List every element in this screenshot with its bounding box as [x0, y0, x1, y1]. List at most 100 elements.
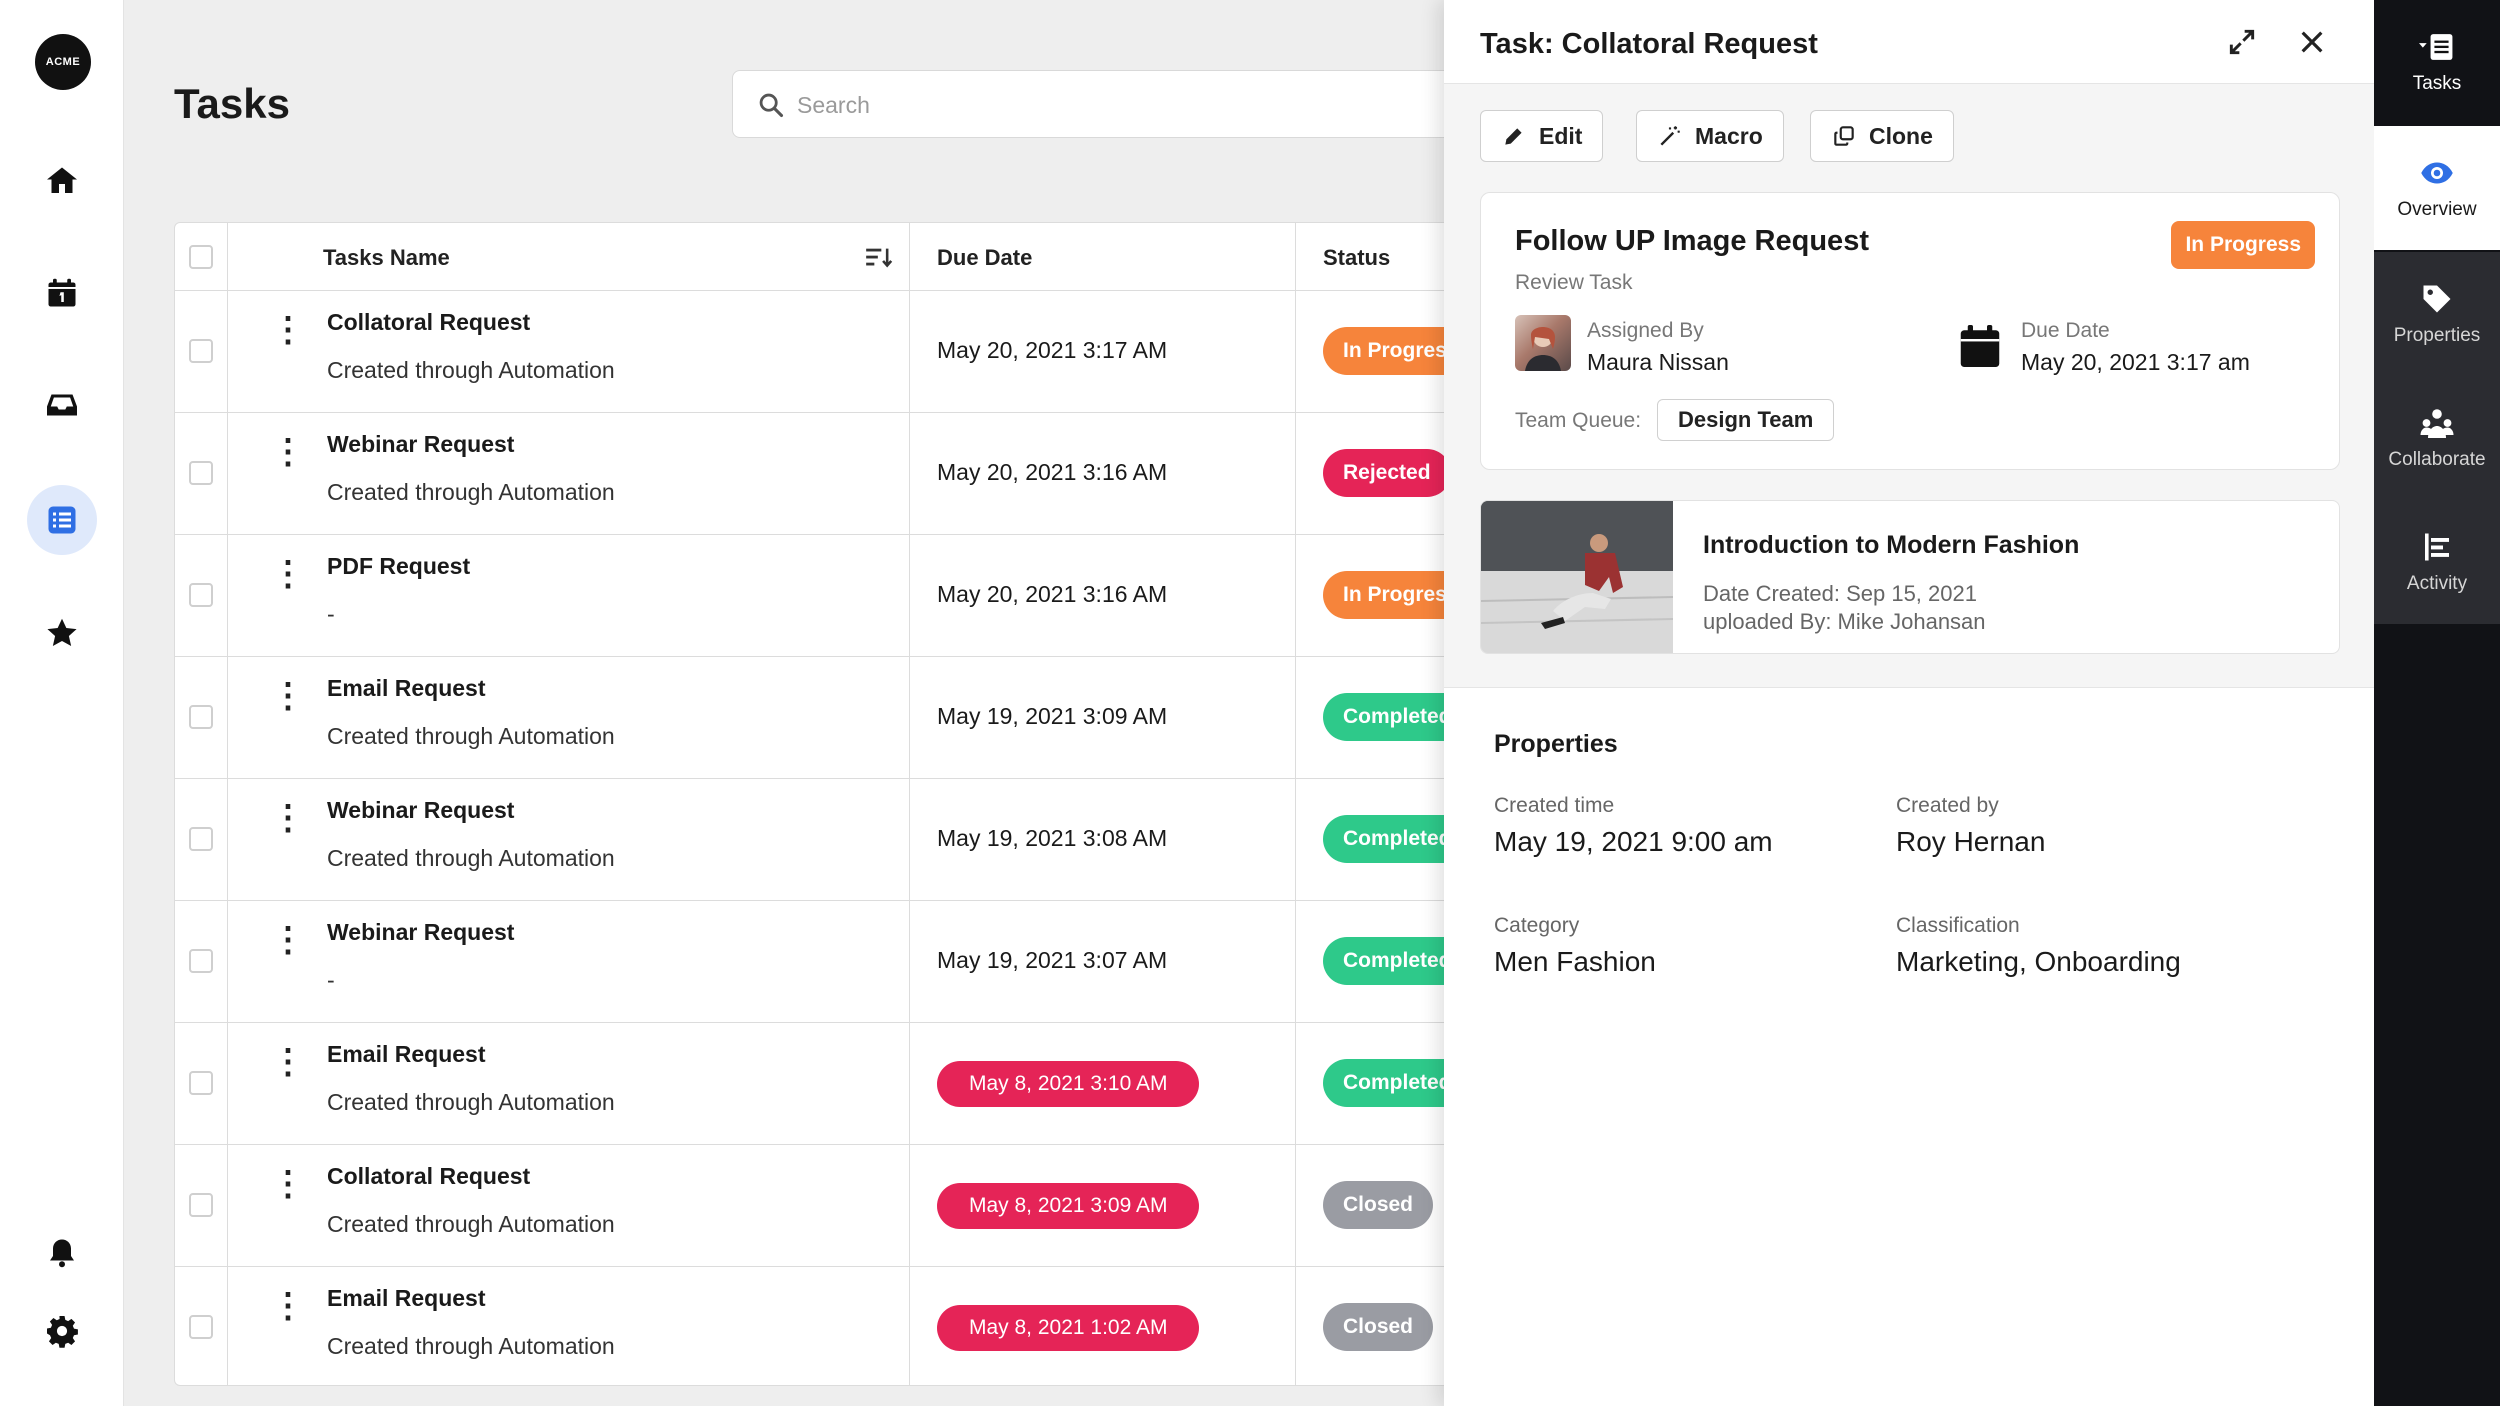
task-name[interactable]: Webinar Request: [327, 919, 515, 945]
task-name[interactable]: Email Request: [327, 675, 486, 701]
created-by-label: Created by: [1896, 794, 1999, 817]
task-name[interactable]: Email Request: [327, 1285, 486, 1311]
column-header-name[interactable]: Tasks Name: [323, 245, 450, 270]
kebab-menu-icon[interactable]: ⋮: [271, 555, 305, 593]
kebab-menu-icon[interactable]: ⋮: [271, 1287, 305, 1325]
row-checkbox[interactable]: [189, 949, 213, 973]
sort-icon[interactable]: [865, 245, 893, 271]
kebab-menu-icon[interactable]: ⋮: [271, 311, 305, 349]
due-date-value: May 20, 2021 3:17 am: [2021, 349, 2250, 375]
due-date: May 20, 2021 3:16 AM: [937, 581, 1168, 607]
table-row[interactable]: ⋮ Webinar Request Created through Automati…: [175, 779, 1473, 901]
calendar-icon[interactable]: [27, 258, 97, 328]
table-row[interactable]: ⋮ Webinar Request - May 19, 2021 3:07 AM Com…: [175, 901, 1473, 1023]
task-summary-card: Follow UP Image Request Review Task In P…: [1480, 192, 2340, 470]
search-input[interactable]: [797, 85, 1397, 125]
table-row[interactable]: ⋮ Collatoral Request Created through Autom…: [175, 1145, 1473, 1267]
rail-collaborate-label: Collaborate: [2388, 449, 2486, 470]
row-checkbox[interactable]: [189, 827, 213, 851]
task-name[interactable]: PDF Request: [327, 553, 471, 579]
right-rail: Tasks Overview Properties Collaborate Ac…: [2374, 0, 2500, 1406]
gear-icon[interactable]: [27, 1296, 97, 1366]
task-type: Review Task: [1515, 271, 1633, 294]
acme-logo[interactable]: ACME: [35, 34, 91, 90]
task-name[interactable]: Collatoral Request: [327, 1163, 531, 1189]
rail-tasks-label: Tasks: [2412, 73, 2462, 94]
asset-uploaded-by: uploaded By: Mike Johansan: [1703, 609, 1986, 634]
status-badge: In Progress: [2171, 221, 2315, 269]
due-date: May 19, 2021 3:08 AM: [937, 825, 1168, 851]
row-checkbox[interactable]: [189, 1071, 213, 1095]
rail-activity[interactable]: Activity: [2374, 500, 2500, 624]
kebab-menu-icon[interactable]: ⋮: [271, 1043, 305, 1081]
status-badge: Closed: [1323, 1181, 1434, 1229]
overdue-date-badge: May 8, 2021 1:02 AM: [937, 1305, 1200, 1351]
rail-properties[interactable]: Properties: [2374, 252, 2500, 376]
calendar-icon: [1960, 325, 2000, 367]
task-overview-section: Edit Macro Clone Follow UP Image Request…: [1444, 84, 2374, 688]
table-row[interactable]: ⋮ Email Request Created through Automation…: [175, 1023, 1473, 1145]
home-icon[interactable]: [27, 146, 97, 216]
magic-wand-icon: [1660, 126, 1680, 146]
task-source: Created through Automation: [327, 1089, 615, 1115]
page-title: Tasks: [174, 80, 290, 127]
table-row[interactable]: ⋮ Collatoral Request Created through Autom…: [175, 291, 1473, 413]
category-label: Category: [1494, 914, 1580, 937]
table-row[interactable]: ⋮ Webinar Request Created through Automati…: [175, 413, 1473, 535]
kebab-menu-icon[interactable]: ⋮: [271, 799, 305, 837]
task-name[interactable]: Collatoral Request: [327, 309, 531, 335]
status-badge: In Progress: [1323, 327, 1473, 375]
task-source: Created through Automation: [327, 357, 615, 383]
row-checkbox[interactable]: [189, 583, 213, 607]
classification-label: Classification: [1896, 914, 2020, 937]
search-box[interactable]: [732, 70, 1452, 138]
team-queue-chip[interactable]: Design Team: [1657, 399, 1835, 441]
task-name[interactable]: Webinar Request: [327, 431, 515, 457]
task-name[interactable]: Email Request: [327, 1041, 486, 1067]
table-row[interactable]: ⋮ Email Request Created through Automation…: [175, 1267, 1473, 1385]
expand-icon[interactable]: [2226, 26, 2258, 58]
task-source: Created through Automation: [327, 1211, 615, 1237]
rail-overview-label: Overview: [2397, 199, 2477, 220]
due-date: May 19, 2021 3:07 AM: [937, 947, 1168, 973]
clone-button[interactable]: Clone: [1810, 110, 1954, 162]
rail-overview[interactable]: Overview: [2374, 126, 2500, 250]
task-detail-panel: Task: Collatoral Request Edit Macro Clon…: [1444, 0, 2374, 1406]
table-row[interactable]: ⋮ PDF Request - May 20, 2021 3:16 AM In Prog…: [175, 535, 1473, 657]
tasks-table: Tasks Name Due Date Status ⋮ Collatoral R…: [174, 222, 1474, 1386]
kebab-menu-icon[interactable]: ⋮: [271, 433, 305, 471]
created-time-label: Created time: [1494, 794, 1615, 817]
row-checkbox[interactable]: [189, 461, 213, 485]
edit-button[interactable]: Edit: [1480, 110, 1604, 162]
macro-button-label: Macro: [1695, 122, 1763, 149]
task-source: -: [327, 601, 335, 627]
close-icon[interactable]: [2296, 26, 2328, 58]
column-header-due-date[interactable]: Due Date: [937, 245, 1033, 270]
status-badge: Closed: [1323, 1303, 1434, 1351]
task-name[interactable]: Webinar Request: [327, 797, 515, 823]
rail-tasks[interactable]: Tasks: [2374, 0, 2500, 124]
clone-icon: [1834, 126, 1854, 146]
kebab-menu-icon[interactable]: ⋮: [271, 677, 305, 715]
table-row[interactable]: ⋮ Email Request Created through Automation…: [175, 657, 1473, 779]
kebab-menu-icon[interactable]: ⋮: [271, 921, 305, 959]
asset-date-created: Date Created: Sep 15, 2021: [1703, 581, 1977, 606]
row-checkbox[interactable]: [189, 1193, 213, 1217]
macro-button[interactable]: Macro: [1636, 110, 1784, 162]
select-all-checkbox[interactable]: [189, 245, 213, 269]
star-icon[interactable]: [27, 598, 97, 668]
kebab-menu-icon[interactable]: ⋮: [271, 1165, 305, 1203]
properties-title: Properties: [1494, 730, 1618, 758]
asset-card[interactable]: Introduction to Modern Fashion Date Crea…: [1480, 500, 2340, 654]
tasks-list-icon[interactable]: [27, 485, 97, 555]
bell-icon[interactable]: [27, 1218, 97, 1288]
rail-collaborate[interactable]: Collaborate: [2374, 376, 2500, 500]
inbox-icon[interactable]: [27, 370, 97, 440]
left-navigation: ACME: [0, 0, 124, 1406]
task-source: Created through Automation: [327, 845, 615, 871]
task-source: Created through Automation: [327, 723, 615, 749]
row-checkbox[interactable]: [189, 1315, 213, 1339]
column-header-status[interactable]: Status: [1323, 245, 1391, 270]
row-checkbox[interactable]: [189, 339, 213, 363]
row-checkbox[interactable]: [189, 705, 213, 729]
